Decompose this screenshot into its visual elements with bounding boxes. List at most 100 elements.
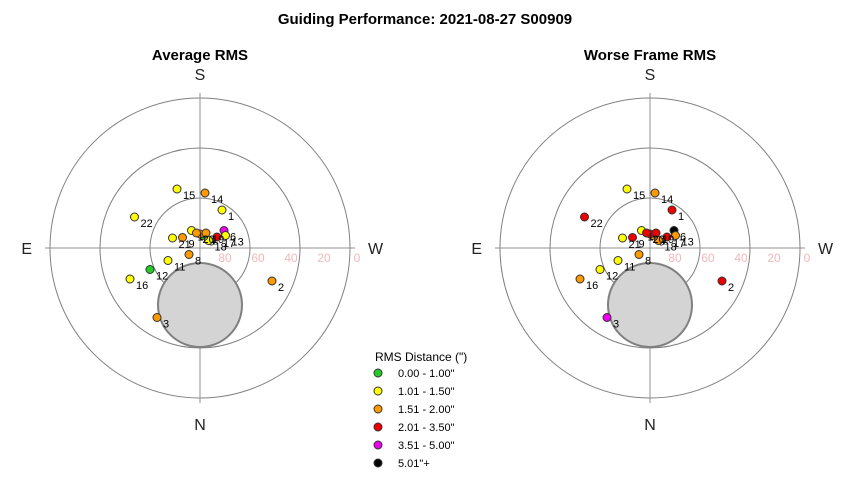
data-point xyxy=(717,276,727,286)
legend-swatch xyxy=(373,458,383,468)
data-point-label: 9 xyxy=(639,239,645,251)
data-point-label: 11 xyxy=(624,262,635,274)
altitude-tick-label: 0 xyxy=(354,251,361,265)
legend: RMS Distance (") 0.00 - 1.00" 1.01 - 1.50"… xyxy=(373,350,467,470)
data-point xyxy=(634,250,644,259)
horizon-obstruction xyxy=(607,262,693,348)
legend-swatch xyxy=(373,368,383,378)
data-point xyxy=(628,233,637,242)
data-point-label: 18 xyxy=(665,242,677,254)
altitude-tick-label: 60 xyxy=(251,251,265,265)
data-point-label: 21 xyxy=(629,239,641,251)
altitude-tick-label: 80 xyxy=(218,251,232,265)
altitude-tick-label: 0 xyxy=(804,251,811,265)
data-point-label: 6 xyxy=(680,232,686,244)
data-point-label: 3 xyxy=(613,319,619,331)
data-point-label: 4 xyxy=(660,236,666,248)
data-point-label: 15 xyxy=(633,190,645,202)
altitude-tick-label: 40 xyxy=(284,251,298,265)
direction-label-top: S xyxy=(195,67,206,84)
legend-swatch xyxy=(373,440,383,450)
legend-item-label: 1.51 - 2.00" xyxy=(398,404,455,416)
data-point-label: 3 xyxy=(163,319,169,331)
legend-swatch xyxy=(373,422,383,432)
data-point xyxy=(662,232,672,242)
data-point xyxy=(595,265,605,274)
data-point-label: 6 xyxy=(230,232,236,244)
data-point xyxy=(130,212,139,222)
data-point-label: 8 xyxy=(195,256,201,268)
data-point-label: 9 xyxy=(189,239,195,251)
data-point-label: 16 xyxy=(136,280,148,292)
direction-label-bottom: N xyxy=(644,417,656,434)
data-point-label: 14 xyxy=(211,194,223,206)
data-point-label: 22 xyxy=(141,218,153,230)
data-point xyxy=(192,228,201,238)
data-point-label: 1 xyxy=(228,211,234,223)
direction-label-right: W xyxy=(818,241,834,258)
data-point-label: 11 xyxy=(174,262,185,274)
data-point-label: 13 xyxy=(682,237,694,249)
data-point-label: 18 xyxy=(215,242,227,254)
direction-label-right: W xyxy=(368,241,384,258)
data-point xyxy=(163,256,173,265)
data-point xyxy=(178,233,187,242)
subplot-title: Worse Frame RMS xyxy=(584,47,716,64)
data-point-label: 21 xyxy=(179,239,191,251)
legend-swatch xyxy=(373,386,383,396)
altitude-tick-label: 60 xyxy=(701,251,715,265)
data-point-label: 17 xyxy=(673,238,685,250)
altitude-tick-label: 20 xyxy=(317,251,331,265)
data-point xyxy=(172,184,182,194)
data-point xyxy=(212,232,222,242)
legend-item-label: 1.01 - 1.50" xyxy=(398,386,455,398)
data-point xyxy=(580,212,589,222)
data-point xyxy=(667,205,677,215)
data-point xyxy=(671,231,680,240)
data-point-label: 16 xyxy=(586,280,598,292)
direction-label-left: E xyxy=(21,241,32,258)
data-point-label: 2 xyxy=(278,282,284,294)
data-point xyxy=(618,233,627,243)
direction-label-top: S xyxy=(645,67,656,84)
data-point-label: 13 xyxy=(232,237,244,249)
data-point-label: 19 xyxy=(212,234,224,246)
data-point xyxy=(651,228,661,238)
data-point xyxy=(217,205,227,215)
data-point-label: 8 xyxy=(645,256,651,268)
data-point-label: 17 xyxy=(223,238,235,250)
altitude-tick-label: 20 xyxy=(767,251,781,265)
data-point-label: 20 xyxy=(653,234,665,246)
data-point xyxy=(184,250,194,259)
data-point xyxy=(145,265,155,274)
legend-item-label: 2.01 - 3.50" xyxy=(398,422,455,434)
data-point-label: 15 xyxy=(183,190,195,202)
data-point xyxy=(267,276,277,286)
data-point xyxy=(613,256,623,265)
polar-plot-2: Worse Frame RMSSNEW806040200123456789101… xyxy=(471,47,834,434)
data-point xyxy=(622,184,632,194)
horizon-obstruction xyxy=(157,262,243,348)
data-point xyxy=(650,188,660,198)
subplot-title: Average RMS xyxy=(152,47,248,64)
altitude-tick-label: 40 xyxy=(734,251,748,265)
legend-item-label: 5.01"+ xyxy=(398,458,430,470)
direction-label-bottom: N xyxy=(194,417,206,434)
data-point-label: 1 xyxy=(678,211,684,223)
data-point xyxy=(575,274,585,284)
data-point-label: 2 xyxy=(728,282,734,294)
legend-swatch xyxy=(373,404,383,414)
data-point-label: 20 xyxy=(203,234,215,246)
data-point xyxy=(168,233,177,243)
polar-plot-1: Average RMSSNEW8060402001234567891011121… xyxy=(21,47,384,434)
data-point-label: 4 xyxy=(210,236,216,248)
data-point-label: 12 xyxy=(606,271,618,283)
data-point-label: 14 xyxy=(661,194,673,206)
chart-title: Guiding Performance: 2021-08-27 S00909 xyxy=(278,11,572,28)
data-point xyxy=(200,188,210,198)
data-point-label: 22 xyxy=(591,218,603,230)
data-point-label: 19 xyxy=(662,234,674,246)
direction-label-left: E xyxy=(471,241,482,258)
data-point-label: 12 xyxy=(156,271,168,283)
